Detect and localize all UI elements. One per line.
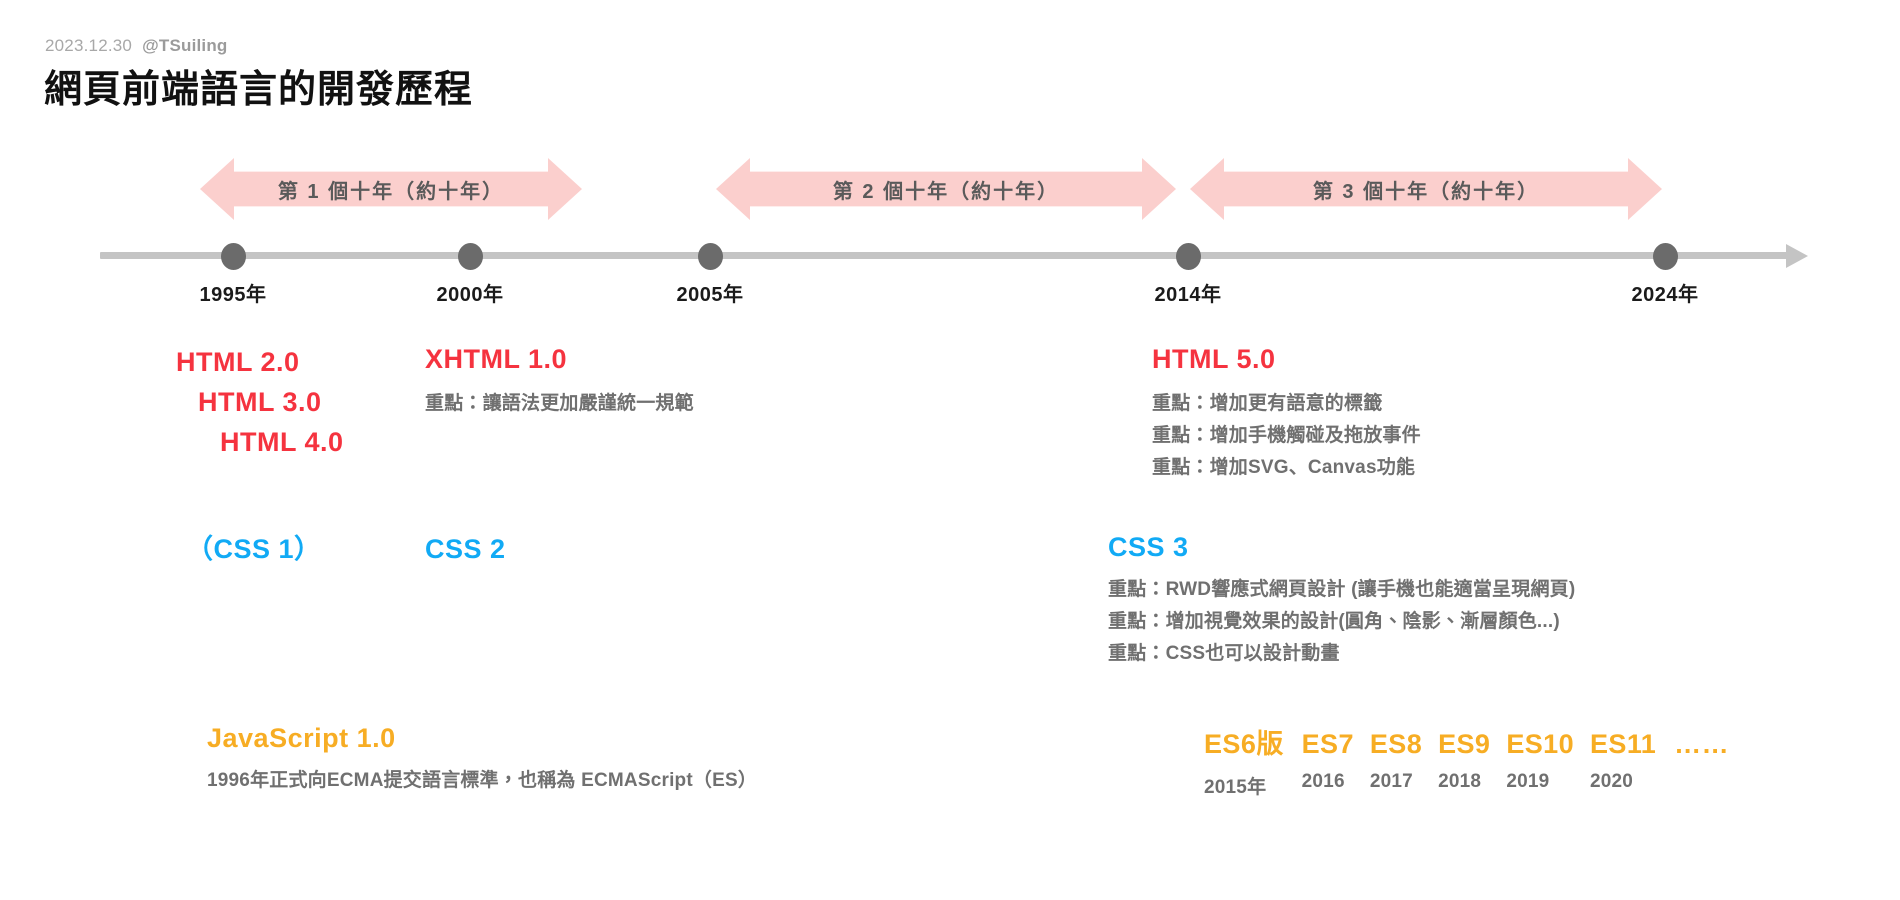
xhtml-note: 重點：讓語法更加嚴謹統一規範 xyxy=(425,392,694,414)
timeline-dot xyxy=(1653,243,1678,270)
decade-arrow-2: 第 2 個十年（約十年） xyxy=(716,158,1176,220)
xhtml-title: XHTML 1.0 xyxy=(425,344,568,374)
decade-label: 第 2 個十年（約十年） xyxy=(832,180,1060,203)
html-early-versions-block: HTML 2.0 HTML 3.0 HTML 4.0 xyxy=(176,343,344,463)
css2-block: CSS 2 xyxy=(425,533,506,566)
es-version-name: ES9 xyxy=(1438,729,1491,759)
javascript-title: JavaScript 1.0 xyxy=(207,723,396,753)
es-version-year: 2016 xyxy=(1301,771,1345,792)
es-versions-block: ES6版 2015年 ES7 2016 ES8 2017 ES9 2018 ES10 2019 ES… xyxy=(1204,722,1729,799)
es-version-column: ES11 2020 xyxy=(1590,729,1656,793)
css1-block: （CSS 1） xyxy=(186,533,322,566)
html5-note: 重點：增加更有語意的標籤 xyxy=(1152,392,1383,414)
es-version-year: 2020 xyxy=(1590,771,1634,792)
html5-note: 重點：增加手機觸碰及拖放事件 xyxy=(1152,424,1421,446)
es-version-column: …… xyxy=(1674,729,1729,771)
xhtml-block: XHTML 1.0 重點：讓語法更加嚴謹統一規範 xyxy=(425,343,694,420)
html-version-row: HTML 2.0 xyxy=(176,347,300,377)
decade-arrow-3: 第 3 個十年（約十年） xyxy=(1190,158,1662,220)
es-version-column: ES10 2019 xyxy=(1506,729,1574,793)
javascript-block: JavaScript 1.0 1996年正式向ECMA提交語言標準，也稱為 EC… xyxy=(207,722,757,797)
es-version-name: ES6版 xyxy=(1204,729,1284,759)
html-version-row: HTML 4.0 xyxy=(220,426,344,457)
es-version-year: 2019 xyxy=(1506,771,1550,792)
author-handle: @TSuiling xyxy=(142,36,228,55)
timeline-year-label: 2000年 xyxy=(436,284,504,306)
html5-title: HTML 5.0 xyxy=(1152,344,1276,374)
timeline-dot xyxy=(221,243,246,270)
es-version-column: ES8 2017 xyxy=(1370,729,1422,793)
timeline-axis xyxy=(100,252,1800,259)
es-version-column: ES9 2018 xyxy=(1438,729,1490,793)
page-title: 網頁前端語言的開發歷程 xyxy=(44,69,474,111)
css3-title: CSS 3 xyxy=(1108,532,1189,562)
es-version-name: ES10 xyxy=(1506,729,1574,759)
es-version-column: ES6版 2015年 xyxy=(1204,722,1284,799)
css3-note: 重點：CSS也可以設計動畫 xyxy=(1108,642,1340,664)
timeline-year-label: 2005年 xyxy=(676,284,744,306)
es-version-year: 2015年 xyxy=(1204,777,1267,798)
css3-note: 重點：RWD響應式網頁設計 (讓手機也能適當呈現網頁) xyxy=(1108,578,1576,600)
timeline-year-label: 2024年 xyxy=(1631,284,1699,306)
decade-arrow-1: 第 1 個十年（約十年） xyxy=(200,158,582,220)
es-version-name: ES11 xyxy=(1590,729,1657,759)
byline: 2023.12.30 @TSuiling xyxy=(45,36,228,56)
timeline-dot xyxy=(698,243,723,270)
decade-label: 第 1 個十年（約十年） xyxy=(277,180,505,203)
es-version-name: ES7 xyxy=(1301,729,1354,759)
css2-title: CSS 2 xyxy=(425,534,506,564)
es-version-year: 2017 xyxy=(1369,771,1413,792)
es-version-column: ES7 2016 xyxy=(1302,729,1354,793)
css3-block: CSS 3 重點：RWD響應式網頁設計 (讓手機也能適當呈現網頁) 重點：增加視… xyxy=(1108,531,1575,670)
timeline-dot xyxy=(1176,243,1201,270)
html-version-row: HTML 3.0 xyxy=(198,386,322,417)
css3-note: 重點：增加視覺效果的設計(圓角、陰影、漸層顏色...) xyxy=(1108,610,1560,632)
javascript-note: 1996年正式向ECMA提交語言標準，也稱為 ECMAScript（ES） xyxy=(207,769,758,791)
es-version-name: ES8 xyxy=(1369,729,1423,759)
html5-block: HTML 5.0 重點：增加更有語意的標籤 重點：增加手機觸碰及拖放事件 重點：… xyxy=(1152,343,1421,484)
decade-band: 第 1 個十年（約十年） 第 2 個十年（約十年） 第 3 個十年（約十年） xyxy=(0,158,1900,222)
timeline-year-label: 2014年 xyxy=(1154,284,1222,306)
html5-note: 重點：增加SVG、Canvas功能 xyxy=(1152,456,1416,478)
es-version-name: …… xyxy=(1674,729,1729,759)
publish-date: 2023.12.30 xyxy=(45,36,133,55)
css1-title: （CSS 1） xyxy=(186,534,322,564)
timeline-dot xyxy=(458,243,483,270)
timeline-arrow-icon xyxy=(1786,244,1808,268)
timeline-year-label: 1995年 xyxy=(199,284,267,306)
decade-label: 第 3 個十年（約十年） xyxy=(1312,180,1540,203)
es-version-year: 2018 xyxy=(1438,771,1482,792)
